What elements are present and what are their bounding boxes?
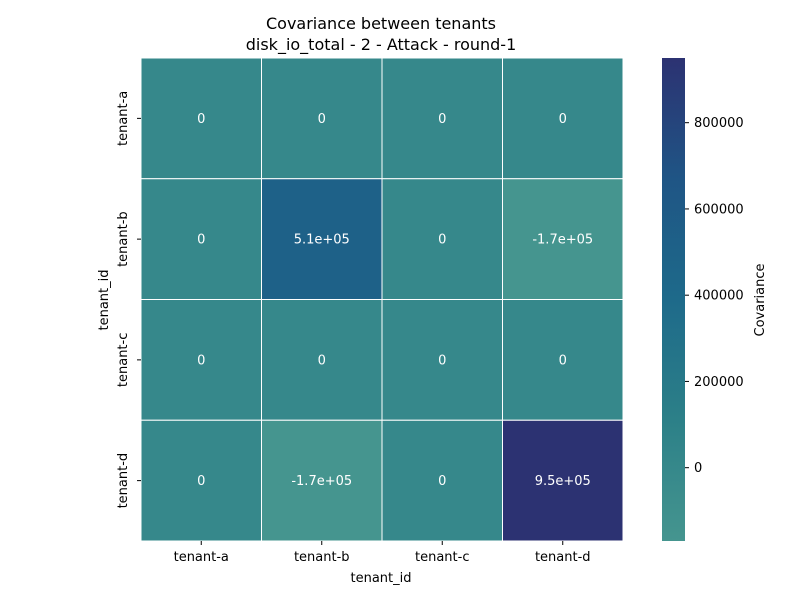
y-tick-label: tenant-d <box>116 453 131 509</box>
colorbar-ticks: 0 200000 400000 600000 800000 <box>685 116 744 476</box>
x-axis-label: tenant_id <box>350 571 411 586</box>
x-tick-label: tenant-d <box>535 550 591 565</box>
y-tick-label: tenant-c <box>116 333 131 387</box>
heatmap-annotations: 0 0 0 0 0 5.1e+05 0 -1.7e+05 0 0 0 0 0 -1.7e+05 0 9.5e+… <box>197 112 593 489</box>
heatmap-cell <box>261 419 383 542</box>
y-axis-label: tenant_id <box>97 269 112 330</box>
cell-annotation: -1.7e+05 <box>291 474 352 489</box>
cell-annotation: 0 <box>559 112 567 127</box>
colorbar-tick-label: 200000 <box>694 375 744 390</box>
cell-annotation: 0 <box>438 474 446 489</box>
cell-annotation: 0 <box>197 112 205 127</box>
cell-annotation: 0 <box>197 474 205 489</box>
heatmap-cell <box>140 419 262 542</box>
cell-annotation: 0 <box>318 112 326 127</box>
heatmap-cell <box>261 57 383 180</box>
cell-annotation: -1.7e+05 <box>532 233 593 248</box>
y-tick-label: tenant-a <box>116 91 131 146</box>
x-tick-label: tenant-c <box>415 550 469 565</box>
cell-annotation: 5.1e+05 <box>294 233 350 248</box>
heatmap-cells <box>140 57 624 542</box>
x-tick-label: tenant-b <box>294 550 350 565</box>
colorbar-tick-label: 800000 <box>694 116 744 131</box>
heatmap-cell <box>502 419 624 542</box>
heatmap-cell <box>502 299 624 421</box>
y-axis: tenant-a tenant-b tenant-c tenant-d <box>116 91 141 509</box>
colorbar-tick-label: 400000 <box>694 289 744 304</box>
cell-annotation: 0 <box>197 353 205 368</box>
x-tick-label: tenant-a <box>174 550 229 565</box>
chart-title: Covariance between tenants <box>266 14 496 33</box>
colorbar: 0 200000 400000 600000 800000 Covariance <box>662 58 768 541</box>
heatmap-cell <box>261 299 383 421</box>
heatmap-cell <box>261 178 383 300</box>
y-tick-label: tenant-b <box>116 211 131 267</box>
cell-annotation: 9.5e+05 <box>535 474 591 489</box>
cell-annotation: 0 <box>438 112 446 127</box>
cell-annotation: 0 <box>438 353 446 368</box>
heatmap-cell <box>381 419 503 542</box>
cell-annotation: 0 <box>438 233 446 248</box>
heatmap-cell <box>140 57 262 180</box>
colorbar-gradient <box>662 58 685 541</box>
heatmap-cell <box>502 57 624 180</box>
x-axis: tenant-a tenant-b tenant-c tenant-d <box>174 541 591 565</box>
cell-annotation: 0 <box>559 353 567 368</box>
heatmap-cell <box>381 57 503 180</box>
colorbar-tick-label: 0 <box>694 461 702 476</box>
colorbar-label: Covariance <box>753 264 768 337</box>
chart-subtitle: disk_io_total - 2 - Attack - round-1 <box>246 35 517 55</box>
colorbar-tick-label: 600000 <box>694 202 744 217</box>
heatmap-cell <box>502 178 624 300</box>
cell-annotation: 0 <box>197 233 205 248</box>
heatmap-cell <box>140 178 262 300</box>
cell-annotation: 0 <box>318 353 326 368</box>
